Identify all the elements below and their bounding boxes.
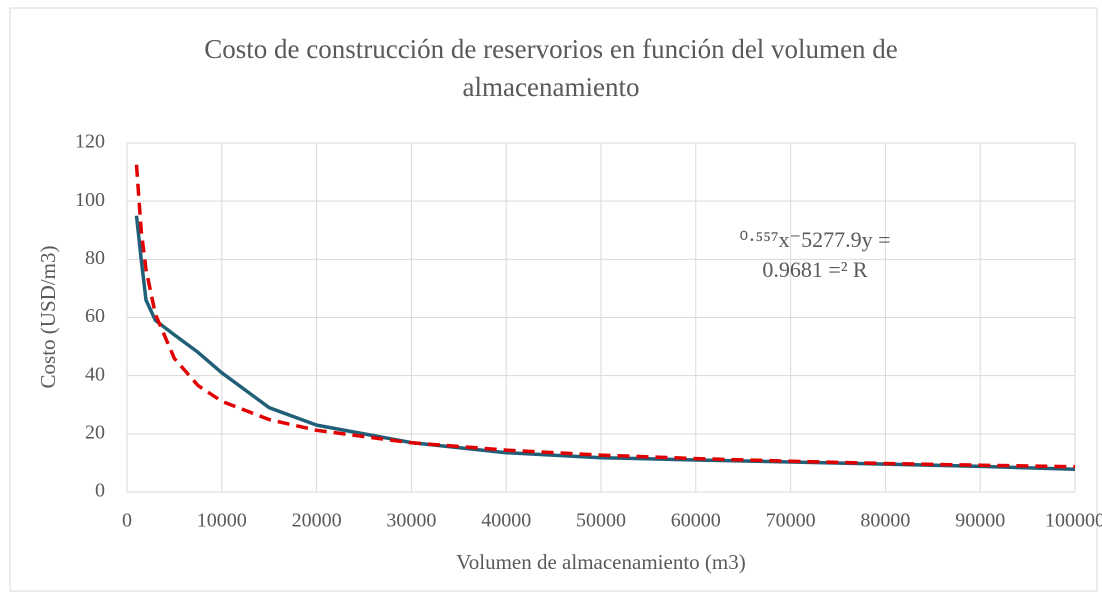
- x-tick-label: 50000: [576, 510, 626, 532]
- y-tick-label: 0: [95, 480, 105, 502]
- x-tick-label: 60000: [671, 510, 721, 532]
- y-tick-label: 60: [85, 305, 105, 327]
- series-line: [134, 215, 1076, 472]
- x-tick-label: 90000: [955, 510, 1005, 532]
- x-tick-label: 0: [122, 510, 132, 532]
- y-tick-label: 40: [85, 363, 105, 385]
- y-tick-label: 120: [75, 131, 105, 153]
- chart-border: [9, 7, 1098, 592]
- x-tick-label: 30000: [386, 510, 436, 532]
- y-axis-title: Costo (USD/m3): [36, 246, 60, 389]
- x-tick-label: 40000: [481, 510, 531, 532]
- x-tick-label: 20000: [292, 510, 342, 532]
- series-line: [134, 164, 1076, 469]
- y-tick-label: 20: [85, 421, 105, 443]
- x-tick-label: 70000: [766, 510, 816, 532]
- y-tick-label: 80: [85, 247, 105, 269]
- annotation: ⁰·⁵⁵⁷x⁻5277.9y =: [739, 227, 890, 252]
- y-tick-label: 100: [75, 189, 105, 211]
- annotation: 0.9681 =² R: [762, 257, 868, 282]
- x-tick-label: 100000: [1045, 510, 1102, 532]
- x-tick-label: 10000: [197, 510, 247, 532]
- chart-title: Costo de construcción de reservorios en …: [204, 34, 898, 102]
- x-axis-title: Volumen de almacenamiento (m3): [456, 550, 745, 574]
- x-tick-label: 80000: [860, 510, 910, 532]
